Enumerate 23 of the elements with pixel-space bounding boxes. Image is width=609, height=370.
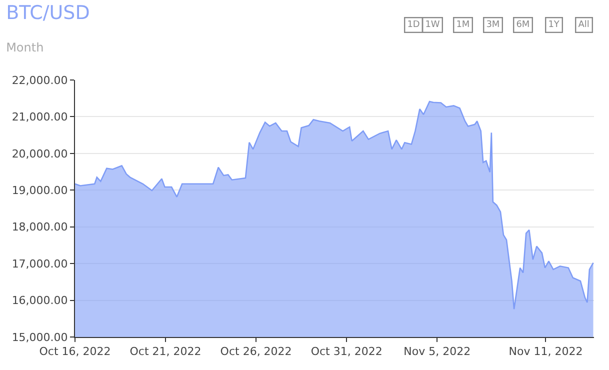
y-tick-label: 15,000.00: [12, 330, 68, 344]
text: 1M: [456, 20, 470, 30]
text: All: [578, 20, 590, 30]
x-tick-label: Oct 21, 2022: [130, 345, 202, 358]
x-tick-label: Oct 16, 2022: [39, 345, 111, 358]
y-tick-label: 16,000.00: [12, 294, 68, 308]
y-tick-label: 17,000.00: [12, 257, 68, 270]
x-tick-label: Nov 5, 2022: [404, 345, 471, 358]
x-tick-label: Oct 31, 2022: [310, 345, 382, 358]
text: 1W: [425, 20, 440, 30]
x-tick-label: Nov 11, 2022: [508, 345, 583, 358]
y-tick-label: 20,000.00: [12, 147, 68, 160]
text: 1Y: [548, 20, 560, 30]
chart-title: BTC/USD: [6, 2, 90, 24]
y-tick-label: 21,000.00: [12, 110, 68, 124]
y-tick-label: 22,000.00: [12, 74, 68, 87]
y-tick-label: 19,000.00: [12, 184, 68, 197]
text: 1D: [407, 20, 420, 30]
x-tick-label: Oct 26, 2022: [220, 345, 292, 358]
y-tick-label: 18,000.00: [12, 220, 68, 234]
text: 3M: [486, 20, 500, 30]
chart-subtitle: Month: [6, 40, 44, 54]
text: 6M: [516, 20, 530, 30]
